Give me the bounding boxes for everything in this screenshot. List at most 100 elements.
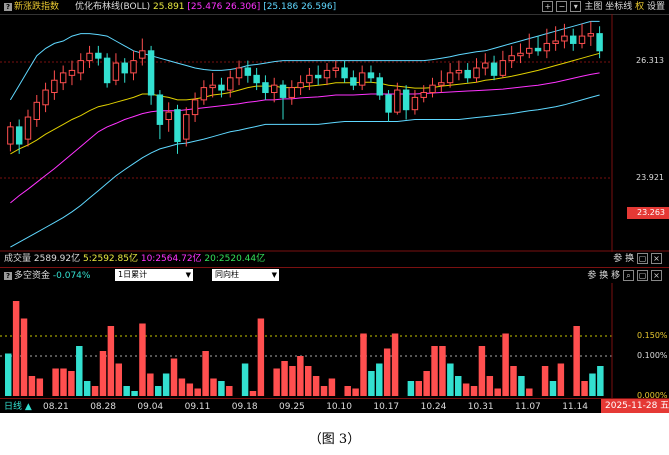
candle-body	[15, 126, 23, 145]
flow-bar	[439, 346, 446, 396]
volume-label[interactable]: 成交量	[4, 254, 32, 264]
flow-bar	[281, 361, 288, 396]
flow-bar	[178, 378, 186, 396]
period-select[interactable]: 1日累计 ▼	[115, 269, 193, 281]
candle-body	[376, 77, 383, 96]
volume-ma20: 20:2520.44亿	[204, 254, 266, 264]
main-title[interactable]: 新涨跌指数	[14, 2, 60, 12]
candle-body	[7, 126, 14, 145]
plus-icon[interactable]: +	[542, 1, 554, 12]
axis-button[interactable]: 坐标线	[605, 2, 633, 12]
current-date: 2025-11-28 五	[605, 401, 669, 411]
candle-body	[464, 69, 471, 79]
candle-body	[183, 114, 190, 140]
candle-body	[314, 74, 322, 79]
capital-flow-chart[interactable]	[0, 283, 669, 398]
capital-switch-button[interactable]: 换	[599, 271, 609, 281]
candle-body	[411, 96, 419, 111]
candle-body	[587, 33, 595, 37]
flow-bar	[423, 371, 430, 396]
candle-body	[323, 69, 331, 79]
rights-button[interactable]: 权	[635, 2, 645, 12]
capital-help-icon[interactable]: ?	[4, 271, 12, 280]
flow-bar	[241, 363, 249, 396]
indicator-value-4: [25.186	[263, 2, 299, 12]
candle-body	[227, 77, 234, 91]
candle-body	[86, 52, 93, 62]
date-tick-label: 11.07	[515, 402, 541, 412]
candle-body	[482, 62, 489, 69]
flow-axis-label-0: 0.000%	[637, 391, 668, 400]
flow-bar	[147, 373, 154, 396]
capital-maximize-icon[interactable]: ▢	[637, 270, 648, 281]
flow-bar	[478, 346, 486, 396]
volume-maximize-icon[interactable]: ▢	[637, 253, 648, 264]
candle-body	[534, 47, 542, 52]
zoom-icon[interactable]: ⌕	[623, 270, 634, 281]
minus-icon[interactable]: −	[556, 1, 568, 12]
mode-select[interactable]: 同向柱 ▼	[212, 269, 279, 281]
flow-bar	[557, 363, 565, 396]
flow-bar	[328, 378, 336, 396]
capital-move-button[interactable]: 移	[611, 271, 621, 281]
stock-chart-window: ? 新涨跌指数 优化布林线(BOLL) 25.891 [25.476 26.306…	[0, 0, 669, 413]
main-chart-button[interactable]: 主图	[584, 2, 603, 12]
candle-body	[508, 55, 515, 62]
indicator-value-3: 26.306]	[225, 2, 261, 12]
candle-body	[24, 116, 32, 140]
indicator-name[interactable]: 优化布林线(BOLL)	[75, 2, 151, 12]
volume-switch-button[interactable]: 换	[625, 254, 635, 264]
candle-body	[385, 94, 392, 113]
candle-body	[420, 92, 427, 98]
volume-close-icon[interactable]: ×	[651, 253, 662, 264]
flow-bar	[123, 386, 130, 396]
flow-bar	[305, 366, 312, 396]
capital-close-icon[interactable]: ×	[651, 270, 662, 281]
flow-bar	[60, 368, 67, 396]
ma-line	[10, 52, 600, 155]
candle-body	[517, 52, 524, 57]
period-tab[interactable]: 日线 ▲	[4, 402, 32, 412]
candle-body	[578, 35, 586, 44]
candle-body	[429, 84, 436, 94]
flow-bar	[257, 318, 265, 396]
capital-header: ? 多空资金 -0.074% 参 换 移 ⌕ ▢ ×	[0, 267, 669, 282]
candle-body	[68, 69, 76, 76]
flow-bar	[391, 333, 399, 396]
volume-params-button[interactable]: 参	[613, 254, 623, 264]
candle-body	[253, 74, 260, 84]
candle-body	[402, 89, 410, 111]
period-label: 日线	[4, 402, 23, 412]
candle-body	[394, 89, 401, 113]
mode-chevron-down-icon: ▼	[271, 271, 277, 279]
capital-params-button[interactable]: 参	[587, 271, 597, 281]
candle-body	[552, 40, 559, 44]
flow-bar	[597, 366, 604, 396]
volume-toolbar: 参 换 ▢ ×	[613, 253, 665, 265]
date-tick-label: 10.10	[326, 402, 352, 412]
date-tick-label: 09.04	[137, 402, 164, 412]
flow-bar	[249, 391, 257, 396]
flow-bar	[447, 363, 454, 396]
flow-bar	[344, 386, 351, 396]
volume-ma5: 5:2592.85亿	[82, 254, 138, 264]
settings-button[interactable]: 设置	[646, 2, 665, 12]
flow-bar	[573, 326, 580, 396]
flow-bar	[407, 381, 415, 396]
candle-body	[95, 52, 102, 59]
capital-title[interactable]: 多空资金	[14, 271, 51, 281]
figure-caption: （图 3）	[308, 432, 361, 447]
flow-bar	[52, 368, 59, 396]
price-chart[interactable]	[0, 14, 669, 252]
flow-bar	[462, 383, 470, 396]
help-icon[interactable]: ?	[4, 2, 12, 11]
flow-bar	[494, 388, 501, 396]
date-tick-label: 09.18	[231, 402, 258, 412]
boll-lower-line	[10, 94, 600, 248]
candle-body	[288, 87, 296, 98]
chevron-icon[interactable]: ▾	[570, 1, 582, 12]
indicator-value-5: 26.596]	[301, 2, 337, 12]
flow-bar	[155, 386, 162, 396]
flow-axis-label-100: 0.100%	[637, 351, 668, 360]
candle-body	[358, 72, 366, 86]
